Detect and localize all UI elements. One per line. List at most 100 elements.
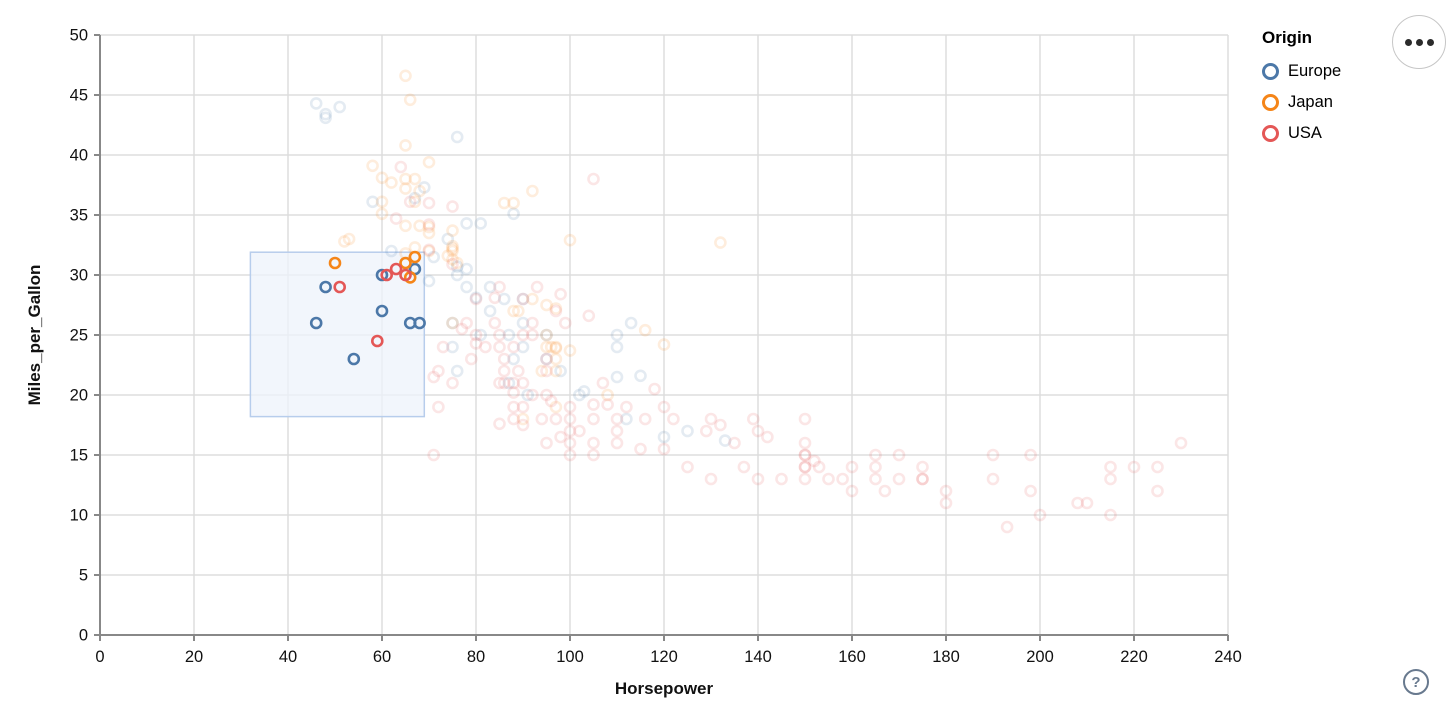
data-point <box>728 436 741 450</box>
data-point <box>610 424 624 438</box>
data-point <box>319 280 332 294</box>
data-point <box>436 340 450 354</box>
data-point <box>422 155 436 169</box>
data-point <box>657 442 671 456</box>
data-point <box>587 398 600 411</box>
data-point <box>563 448 577 462</box>
data-point <box>1024 484 1037 498</box>
data-point <box>620 400 633 414</box>
data-point <box>798 448 812 462</box>
data-point <box>413 316 426 330</box>
data-point <box>338 235 351 248</box>
data-point <box>798 472 812 486</box>
data-point <box>869 472 882 486</box>
data-point <box>450 364 464 378</box>
data-point <box>493 280 506 294</box>
data-point <box>432 364 445 378</box>
data-point <box>563 344 577 357</box>
data-point <box>751 424 765 438</box>
data-point <box>446 200 459 213</box>
data-point <box>385 244 398 258</box>
data-point <box>446 239 459 253</box>
data-point <box>549 340 563 354</box>
data-point <box>399 182 412 195</box>
data-point <box>408 195 422 209</box>
data-point <box>441 232 455 246</box>
data-point <box>408 191 422 205</box>
data-point <box>916 472 929 486</box>
data-point <box>1071 496 1084 510</box>
axes: 0 20 40 60 80 100 120 140 160 180 200 220 240 0 5 10 15 2… <box>70 27 1242 667</box>
data-point <box>808 454 821 468</box>
data-point <box>493 417 506 431</box>
y-tick-label: 50 <box>70 27 88 45</box>
data-point <box>554 287 567 301</box>
y-axis-title: Miles_per_Gallon <box>25 265 44 406</box>
data-point <box>657 338 671 351</box>
x-tick-label: 140 <box>744 648 772 666</box>
data-point <box>516 376 530 390</box>
data-point <box>483 304 497 318</box>
data-point <box>446 242 459 255</box>
data-point <box>450 268 464 282</box>
x-tick-label: 0 <box>95 648 104 666</box>
data-point <box>648 382 661 396</box>
actions-menu-button[interactable] <box>1392 15 1446 69</box>
data-point <box>422 226 436 240</box>
legend-item-europe[interactable]: Europe <box>1262 56 1341 87</box>
data-point <box>375 207 389 221</box>
data-point <box>375 171 389 185</box>
data-point <box>399 139 412 152</box>
data-point <box>507 207 520 221</box>
legend-item-japan[interactable]: Japan <box>1262 87 1341 118</box>
data-point <box>347 352 361 366</box>
legend-ring-icon <box>1262 94 1279 111</box>
data-point <box>845 460 859 474</box>
data-point <box>558 316 572 330</box>
data-point <box>526 388 539 402</box>
data-point <box>375 195 389 209</box>
data-point <box>427 370 441 384</box>
data-point <box>422 243 436 257</box>
data-point <box>638 323 652 337</box>
data-point <box>507 386 520 399</box>
data-point <box>714 418 727 432</box>
data-point <box>549 364 563 378</box>
data-point <box>535 364 549 378</box>
legend-item-label: Japan <box>1288 93 1333 111</box>
y-tick-label: 40 <box>70 147 88 165</box>
data-point <box>798 460 812 474</box>
data-point <box>986 448 1000 462</box>
brush-selection[interactable] <box>249 251 426 418</box>
y-tick-label: 35 <box>70 207 88 225</box>
data-point <box>497 292 511 306</box>
data-point <box>681 424 694 438</box>
data-point <box>549 341 563 355</box>
data-point <box>469 328 483 342</box>
legend-item-usa[interactable]: USA <box>1262 118 1341 149</box>
data-point <box>422 220 436 234</box>
y-tick-label: 30 <box>70 267 88 285</box>
data-point <box>446 376 459 390</box>
data-point <box>516 412 530 426</box>
legend: Origin Europe Japan USA <box>1262 28 1341 149</box>
data-point <box>507 304 520 318</box>
data-point <box>399 69 412 83</box>
data-point <box>497 196 511 210</box>
data-point <box>516 292 530 306</box>
data-point <box>563 233 577 247</box>
data-point <box>502 376 516 390</box>
data-point <box>366 195 379 209</box>
legend-title: Origin <box>1262 28 1313 47</box>
data-point <box>620 412 633 426</box>
data-point <box>380 268 394 282</box>
data-point <box>540 352 553 366</box>
data-point <box>511 364 525 378</box>
help-button[interactable]: ? <box>1403 669 1429 695</box>
data-point <box>822 472 835 486</box>
data-point <box>446 257 459 271</box>
data-point <box>394 160 408 174</box>
data-point <box>540 340 553 354</box>
